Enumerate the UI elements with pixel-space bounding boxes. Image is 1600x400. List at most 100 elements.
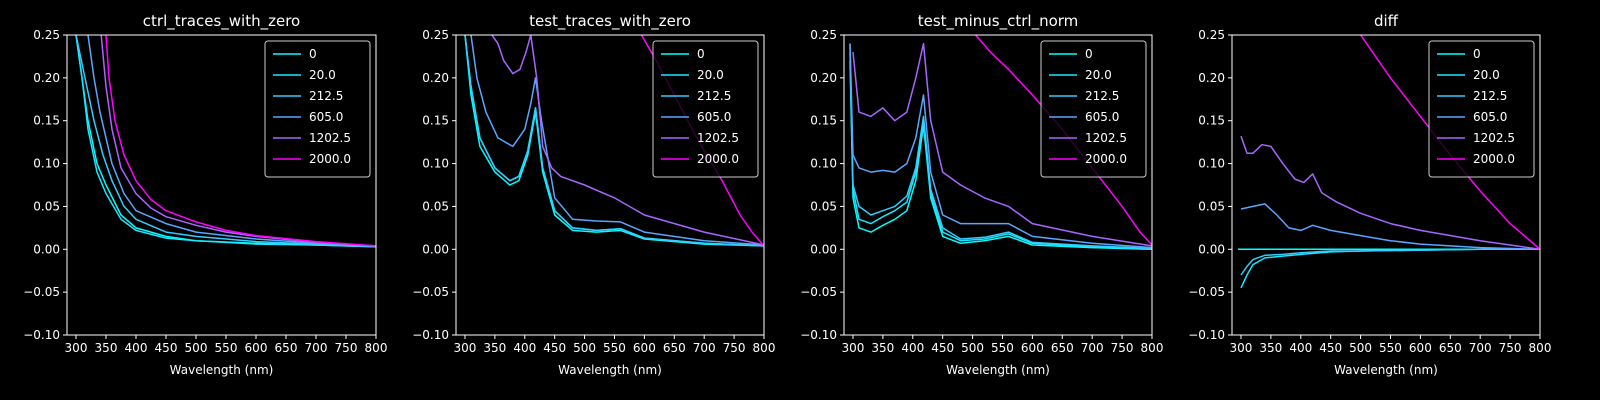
x-tick-label: 300	[454, 341, 477, 355]
y-tick-label: 0.05	[810, 199, 837, 213]
series-line-3	[1240, 203, 1540, 251]
legend-entry: 20.0	[309, 68, 336, 82]
x-tick-label: 400	[901, 341, 924, 355]
legend-entry: 20.0	[1473, 68, 1500, 82]
y-tick-label: −0.05	[800, 285, 837, 299]
chart-title: test_minus_ctrl_norm	[918, 12, 1079, 31]
series-line-2	[1240, 248, 1540, 276]
x-tick-label: 550	[603, 341, 626, 355]
legend-entry: 0	[1473, 47, 1481, 61]
x-tick-label: 650	[1439, 341, 1462, 355]
x-tick-label: 700	[693, 341, 716, 355]
x-tick-label: 400	[513, 341, 536, 355]
x-tick-label: 450	[155, 341, 178, 355]
chart-panel-0: ctrl_traces_with_zero 300 350 400 450 500 550 6…	[23, 12, 387, 377]
y-tick-label: −0.05	[23, 285, 60, 299]
y-tick-label: −0.05	[412, 285, 449, 299]
legend-entry: 0	[1085, 47, 1093, 61]
legend-entry: 20.0	[1085, 68, 1112, 82]
y-tick-label: 0.10	[1198, 157, 1225, 171]
series-line-3	[87, 35, 376, 247]
x-tick-label: 650	[663, 341, 686, 355]
y-tick-label: 0.10	[33, 157, 60, 171]
series-line-2	[75, 35, 376, 248]
chart-title: ctrl_traces_with_zero	[143, 12, 300, 31]
x-tick-label: 800	[1141, 341, 1164, 355]
legend-entry: 2000.0	[1085, 152, 1127, 166]
chart-panel-1: test_traces_with_zero 300 350 400 450 500 550 6…	[412, 12, 775, 377]
legend: 0 20.0 212.5 605.0 1202.5 2000.0	[264, 40, 371, 178]
x-tick-label: 350	[95, 341, 118, 355]
x-tick-label: 650	[1051, 341, 1074, 355]
x-tick-label: 450	[1319, 341, 1342, 355]
x-tick-label: 300	[65, 341, 88, 355]
x-tick-label: 300	[842, 341, 865, 355]
legend: 0 20.0 212.5 605.0 1202.5 2000.0	[652, 40, 759, 178]
legend-entry: 605.0	[1473, 110, 1507, 124]
x-tick-label: 550	[1379, 341, 1402, 355]
x-axis-label: Wavelength (nm)	[170, 363, 274, 377]
x-tick-label: 600	[1409, 341, 1432, 355]
series-group	[1238, 35, 1540, 289]
series-line-2	[464, 35, 764, 247]
x-tick-label: 750	[335, 341, 358, 355]
legend-entry: 0	[697, 47, 705, 61]
y-tick-label: −0.05	[1188, 285, 1225, 299]
chart-title: test_traces_with_zero	[529, 12, 691, 31]
x-tick-label: 500	[961, 341, 984, 355]
y-tick-label: 0.05	[422, 199, 449, 213]
x-tick-label: 500	[185, 341, 208, 355]
x-axis-label: Wavelength (nm)	[1334, 363, 1438, 377]
x-tick-label: 300	[1230, 341, 1253, 355]
legend-entry: 1202.5	[697, 131, 739, 145]
plot-frame	[1231, 34, 1541, 336]
y-tick-label: 0.10	[422, 157, 449, 171]
legend-entry: 1202.5	[1085, 131, 1127, 145]
series-line-4	[1240, 135, 1540, 251]
legend-entry: 0	[309, 47, 317, 61]
legend-entry: 212.5	[1473, 89, 1507, 103]
x-tick-label: 800	[365, 341, 388, 355]
y-tick-label: 0.00	[422, 242, 449, 256]
y-tick-label: 0.20	[810, 71, 837, 85]
series-line-4	[100, 35, 376, 247]
y-tick-label: −0.10	[1188, 328, 1225, 342]
y-tick-label: 0.25	[33, 28, 60, 42]
x-tick-label: 450	[543, 341, 566, 355]
x-tick-label: 800	[753, 341, 776, 355]
legend-entry: 605.0	[697, 110, 731, 124]
x-tick-label: 600	[1021, 341, 1044, 355]
x-tick-label: 750	[1111, 341, 1134, 355]
y-tick-label: 0.25	[422, 28, 449, 42]
y-tick-label: 0.05	[1198, 199, 1225, 213]
y-tick-label: 0.00	[810, 242, 837, 256]
y-tick-label: −0.10	[412, 328, 449, 342]
series-line-2	[849, 43, 1152, 250]
plot-frame	[455, 34, 765, 336]
y-tick-label: 0.15	[810, 114, 837, 128]
y-tick-label: 0.20	[422, 71, 449, 85]
y-tick-label: 0.00	[33, 242, 60, 256]
series-line-4	[491, 35, 764, 246]
legend-entry: 605.0	[309, 110, 343, 124]
series-line-1	[1240, 248, 1540, 289]
series-group	[849, 35, 1152, 251]
legend-entry: 212.5	[1085, 89, 1119, 103]
x-tick-label: 350	[483, 341, 506, 355]
y-tick-label: 0.20	[1198, 71, 1225, 85]
series-group	[75, 35, 376, 248]
x-tick-label: 350	[871, 341, 894, 355]
x-tick-label: 450	[931, 341, 954, 355]
x-tick-label: 550	[991, 341, 1014, 355]
plot-frame	[66, 34, 377, 336]
x-tick-label: 700	[1469, 341, 1492, 355]
legend-entry: 2000.0	[1473, 152, 1515, 166]
y-tick-label: 0.15	[1198, 114, 1225, 128]
y-tick-label: 0.00	[1198, 242, 1225, 256]
legend-entry: 20.0	[697, 68, 724, 82]
x-tick-label: 600	[245, 341, 268, 355]
series-line-3	[849, 43, 1152, 249]
y-tick-label: 0.05	[33, 199, 60, 213]
x-axis-label: Wavelength (nm)	[558, 363, 662, 377]
